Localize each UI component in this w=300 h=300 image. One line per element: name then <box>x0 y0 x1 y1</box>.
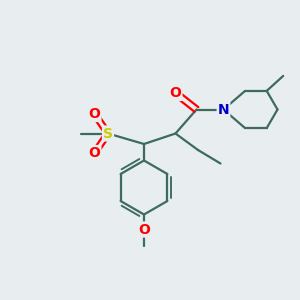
Text: O: O <box>138 223 150 236</box>
Text: O: O <box>169 86 181 100</box>
Text: S: S <box>103 127 113 140</box>
Text: N: N <box>218 103 229 116</box>
Text: O: O <box>88 107 101 121</box>
Text: O: O <box>88 146 101 160</box>
